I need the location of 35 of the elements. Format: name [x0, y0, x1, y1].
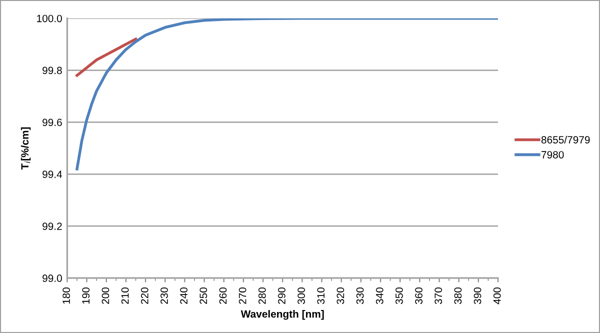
- x-tick-label: 310: [317, 287, 325, 304]
- y-tick-label: 99.8: [42, 66, 62, 74]
- x-tick-label: 370: [434, 287, 442, 304]
- y-tick-label: 99.4: [42, 170, 62, 178]
- legend-label: 7980: [542, 151, 564, 158]
- y-tick-label: 99.6: [42, 118, 62, 126]
- x-tick-label: 230: [160, 287, 168, 304]
- x-tick-label: 340: [376, 287, 384, 304]
- x-tick-label: 400: [493, 287, 501, 304]
- x-tick-label: 240: [180, 287, 188, 304]
- y-axis-title: T$_{i}$[%/cm]: [20, 127, 31, 170]
- y-tick-label: 99.2: [42, 222, 62, 230]
- x-tick-label: 360: [415, 287, 422, 304]
- line-series: [76, 38, 138, 77]
- x-tick-label: 330: [356, 287, 364, 304]
- x-tick-label: 320: [336, 287, 344, 304]
- x-axis-title: Wavelength [nm]: [240, 310, 324, 320]
- x-tick-label: 280: [258, 287, 266, 304]
- legend-label: 8655/7979: [541, 136, 590, 144]
- x-tick-label: 250: [200, 287, 208, 304]
- x-tick-label: 300: [298, 287, 305, 304]
- y-tick-label: 99.0: [42, 274, 62, 282]
- x-tick-label: 350: [396, 287, 403, 304]
- x-tick-label: 220: [140, 287, 148, 304]
- x-tick-label: 390: [474, 287, 482, 304]
- x-tick-label: 200: [102, 287, 110, 304]
- x-tick-label: 180: [62, 287, 70, 304]
- x-tick-label: 210: [121, 287, 129, 304]
- x-tick-label: 380: [454, 287, 462, 304]
- y-tick-label: 100.0: [37, 14, 62, 22]
- x-tick-label: 290: [278, 287, 286, 304]
- x-tick-label: 190: [82, 287, 90, 304]
- x-tick-label: 260: [219, 287, 227, 304]
- line-series: [76, 18, 498, 170]
- x-tick-label: 270: [238, 287, 246, 304]
